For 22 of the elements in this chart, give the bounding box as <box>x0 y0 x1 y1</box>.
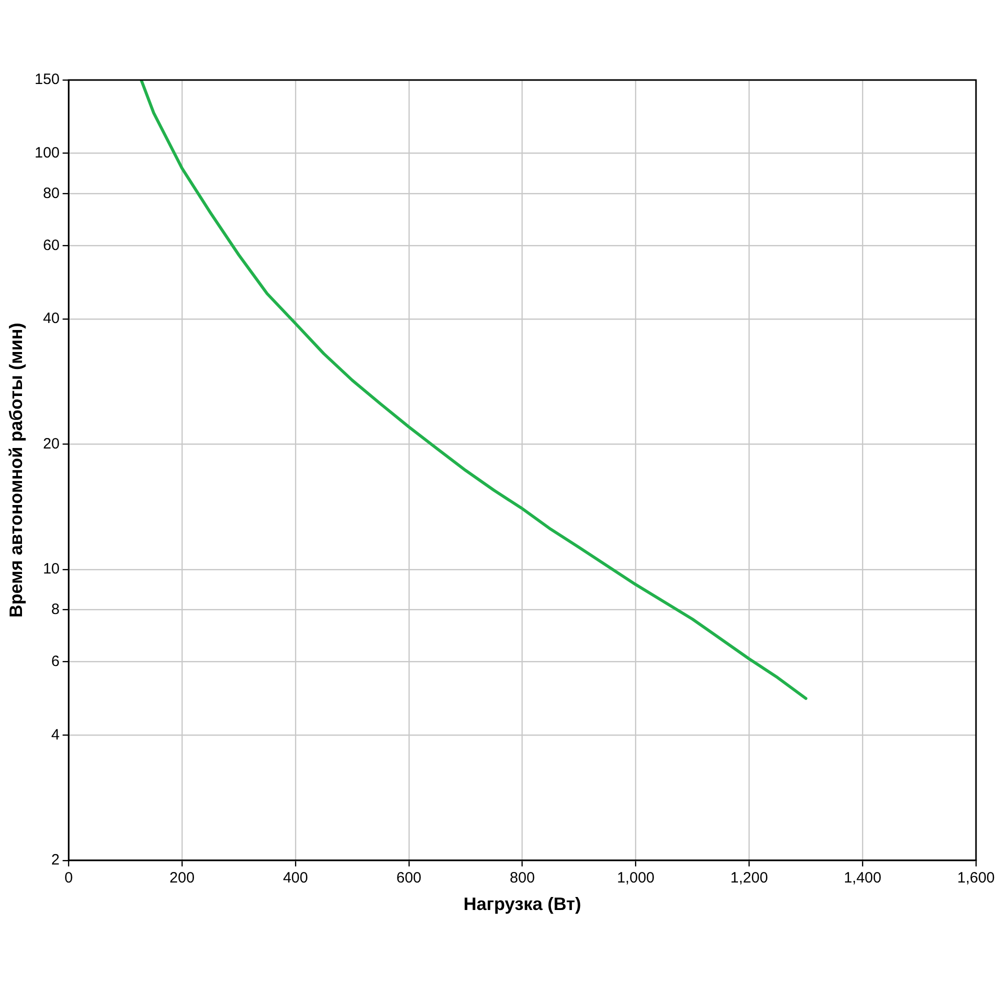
x-tick-label: 200 <box>170 870 195 887</box>
y-tick-label: 80 <box>42 184 60 202</box>
x-tick-label: 1,000 <box>616 870 655 887</box>
y-tick-label: 6 <box>51 652 60 670</box>
x-tick-label: 0 <box>64 870 73 887</box>
x-tick-label: 800 <box>510 870 535 887</box>
x-tick-label: 1,600 <box>957 870 995 887</box>
y-tick-label: 4 <box>51 726 60 744</box>
y-tick-label: 150 <box>34 71 60 88</box>
y-tick-label: 100 <box>34 144 60 162</box>
x-tick-label: 1,200 <box>730 870 768 887</box>
x-tick-label: 400 <box>282 870 308 887</box>
y-tick-label: 20 <box>42 435 60 452</box>
y-tick-label: 10 <box>42 560 60 578</box>
x-axis-title: Нагрузка (Вт) <box>464 894 582 914</box>
x-tick-label: 1,400 <box>844 870 882 887</box>
y-tick-label: 8 <box>51 600 60 618</box>
y-tick-label: 40 <box>42 310 60 328</box>
y-tick-label: 60 <box>42 236 60 254</box>
y-tick-label: 2 <box>51 852 60 869</box>
x-tick-label: 600 <box>396 870 422 887</box>
y-axis-title: Время автономной работы (мин) <box>6 322 26 618</box>
